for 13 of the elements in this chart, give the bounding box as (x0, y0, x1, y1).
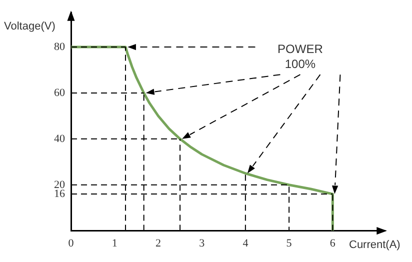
x-tick-label: 0 (68, 237, 74, 250)
x-tick-label: 4 (242, 237, 249, 250)
x-axis-title: Current(A) (349, 238, 400, 251)
annotation: POWER 100% (278, 42, 324, 71)
y-tick-label: 80 (54, 40, 66, 53)
x-tick-label: 6 (330, 237, 336, 250)
x-tick-label: 1 (112, 237, 118, 250)
x-tick-label: 2 (155, 237, 161, 250)
y-axis-title: Voltage(V) (4, 20, 56, 33)
x-tick-label: 3 (199, 237, 206, 250)
x-tick-label: 5 (286, 237, 292, 250)
y-tick-label: 40 (54, 132, 66, 145)
y-tick-label: 60 (54, 86, 66, 99)
